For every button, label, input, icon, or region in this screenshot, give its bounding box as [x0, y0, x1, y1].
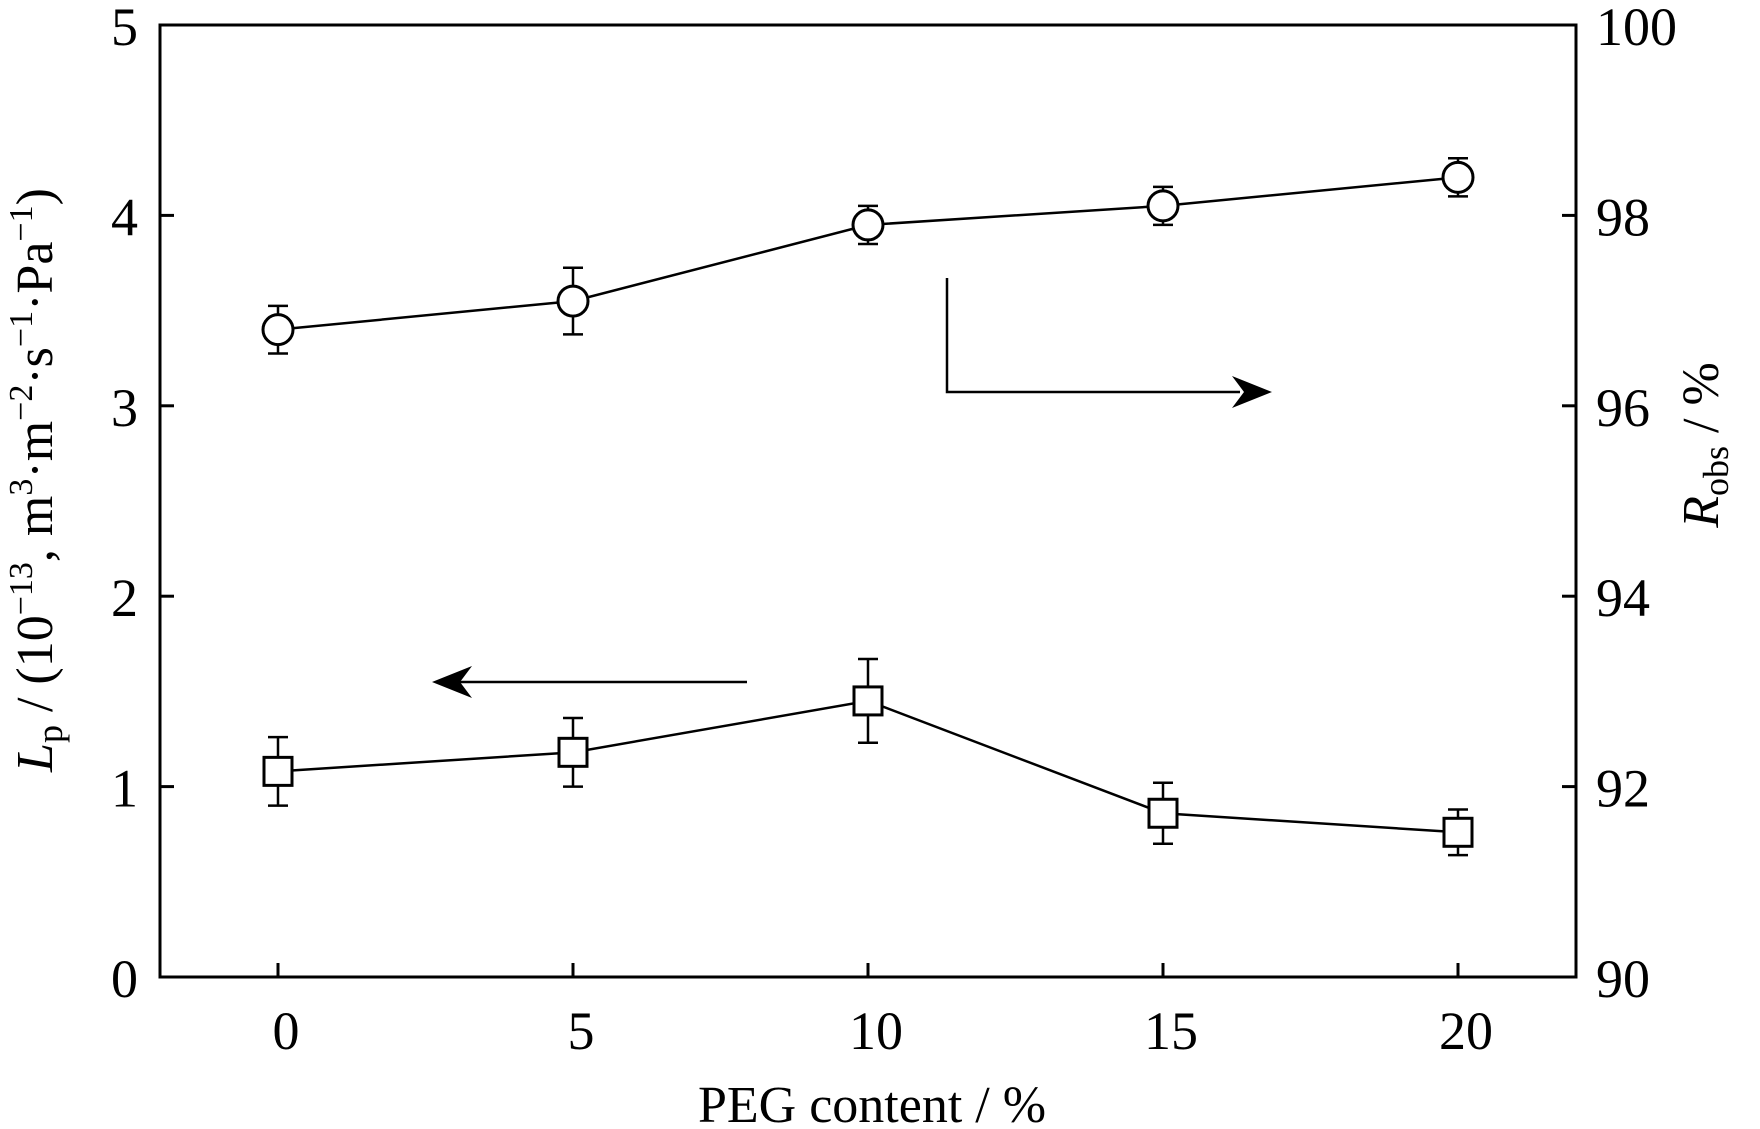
plot-frame	[158, 23, 1578, 979]
series-square-point-2	[852, 685, 884, 717]
series-circle-point-0	[261, 313, 295, 347]
x-tick-label-5: 5	[568, 1001, 595, 1061]
series-square-point-1	[557, 736, 589, 768]
y-left-tick-label-3: 3	[111, 378, 138, 438]
series-circle-point-4	[1441, 160, 1475, 194]
x-tick-label-0: 0	[273, 1001, 300, 1061]
series-group	[261, 157, 1475, 857]
y-right-tick-label-98: 98	[1596, 187, 1650, 247]
y-left-tick-label-2: 2	[111, 568, 138, 628]
series-circle-point-2	[851, 208, 885, 242]
arrow-to-right-axis	[945, 278, 1240, 394]
annotations	[432, 278, 1272, 698]
series-square-point-3	[1147, 797, 1179, 829]
x-tick-label-15: 15	[1144, 1001, 1198, 1061]
series-square-point-4	[1442, 816, 1474, 848]
series-circle-point-3	[1146, 189, 1180, 223]
x-tick-label-20: 20	[1439, 1001, 1493, 1061]
y-left-tick-label-5: 5	[111, 0, 138, 57]
y-right-tick-label-96: 96	[1596, 378, 1650, 438]
y-right-tick-label-100: 100	[1596, 0, 1677, 57]
axis-ticks: 0 5 10 15 20 0 1 2 3 4 5 90 92 94 96 98 100	[111, 0, 1677, 1061]
series-square-point-0	[262, 755, 294, 787]
series-circle-point-1	[556, 284, 590, 318]
x-tick-label-10: 10	[849, 1001, 903, 1061]
y-left-tick-label-0: 0	[111, 949, 138, 1009]
y-right-axis-label: Robs / %	[1673, 362, 1736, 529]
arrow-to-left-axis-head	[432, 666, 472, 698]
series-circle-line	[277, 176, 1459, 331]
y-left-tick-label-4: 4	[111, 187, 138, 247]
y-right-tick-label-92: 92	[1596, 759, 1650, 819]
y-right-tick-label-94: 94	[1596, 568, 1650, 628]
arrow-to-right-axis-head	[1232, 376, 1272, 408]
plot-border	[158, 23, 1578, 979]
y-right-tick-label-90: 90	[1596, 949, 1650, 1009]
y-left-axis-label: Lp / (10−13, m3·m−2·s−1·Pa−1)	[3, 188, 70, 773]
y-left-tick-label-1: 1	[111, 759, 138, 819]
x-axis-label: PEG content / %	[698, 1077, 1046, 1129]
